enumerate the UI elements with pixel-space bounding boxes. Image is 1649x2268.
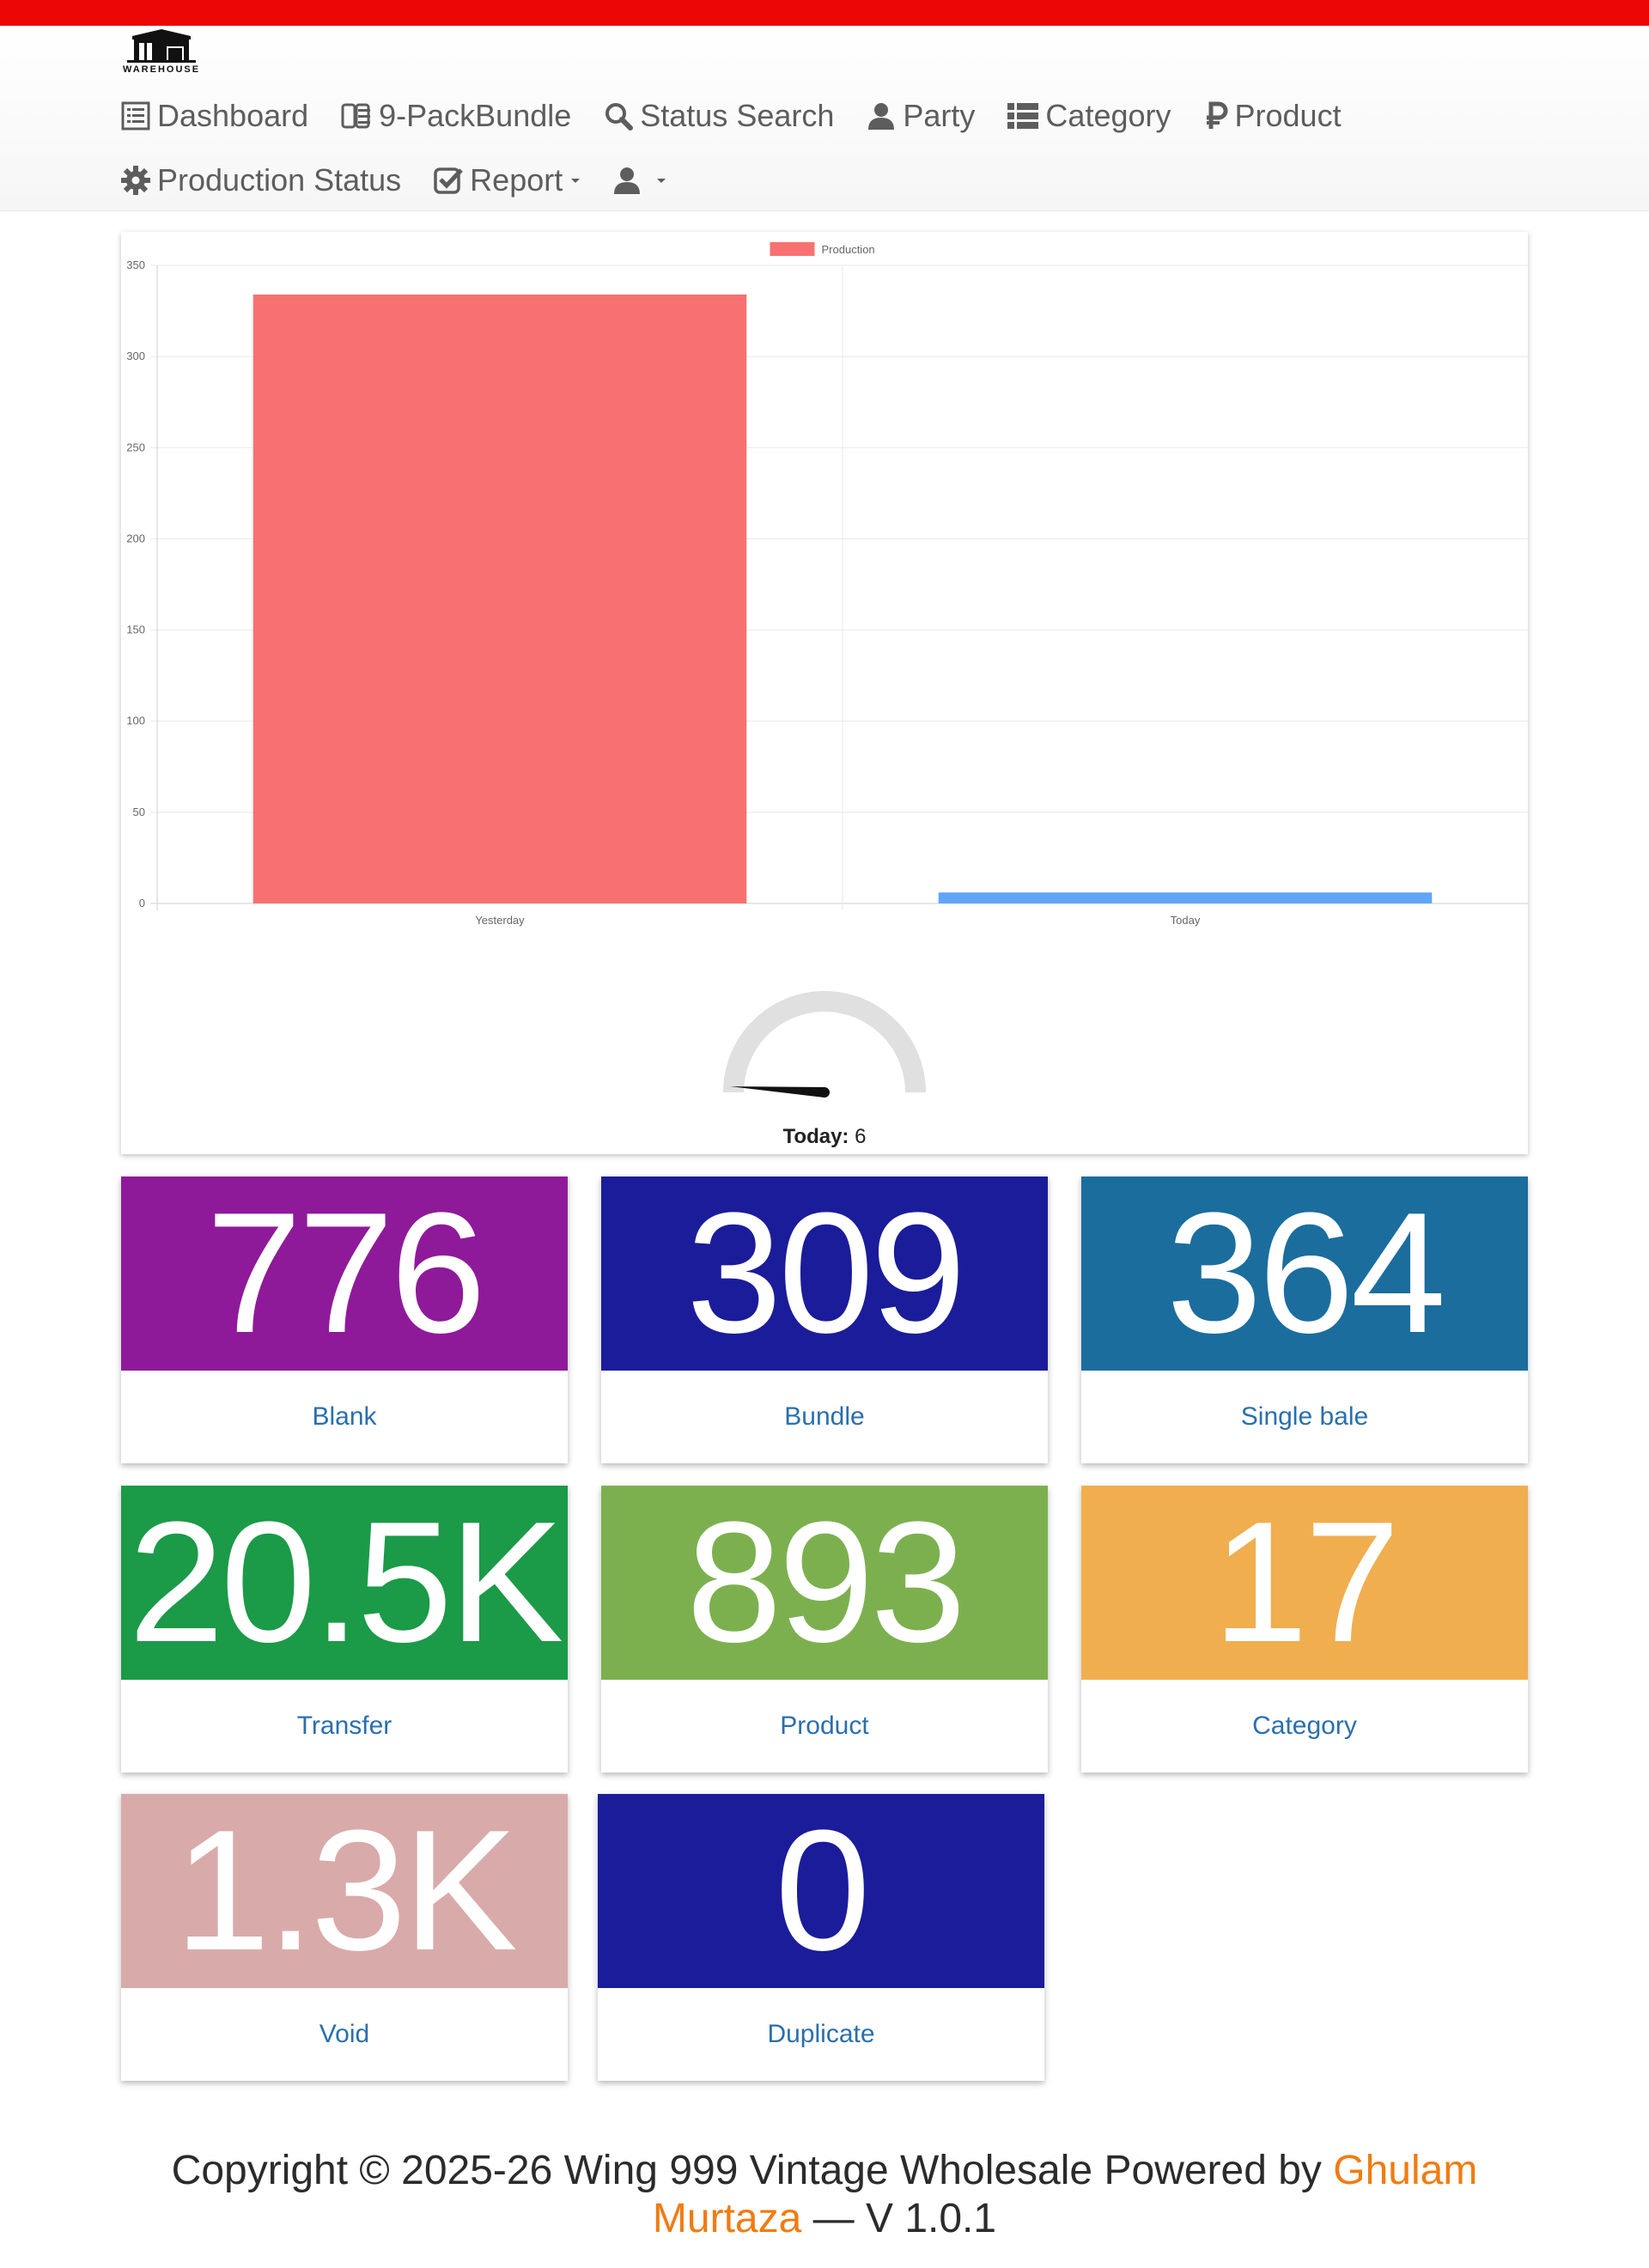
stat-label: Bundle — [784, 1402, 865, 1431]
nav-report-dropdown[interactable]: Report — [434, 162, 581, 198]
stat-label: Product — [780, 1712, 869, 1740]
production-chart-panel: 0 50 100 150 200 250 300 350 Yesterday Today Prod… — [121, 232, 1528, 1154]
warehouse-logo[interactable]: WAREHOUSE — [113, 27, 210, 79]
footer-copyright: Copyright © 2025-26 Wing 999 Vintage Who… — [120, 2147, 1529, 2243]
nav-label: Party — [903, 98, 976, 133]
stat-card-category[interactable]: 17 Category — [1081, 1486, 1528, 1772]
stat-value: 20.5K — [121, 1486, 568, 1680]
nav-row-secondary: Production Status Report — [121, 155, 698, 206]
nav-label: Product — [1234, 98, 1342, 133]
y-tick-label: 200 — [126, 532, 145, 544]
stat-label: Blank — [312, 1402, 377, 1431]
nav-party[interactable]: Party — [867, 98, 975, 134]
gauge-hub — [819, 1087, 830, 1098]
stat-label: Duplicate — [767, 2020, 875, 2048]
x-tick-label: Today — [1171, 914, 1201, 927]
stat-value: 364 — [1081, 1177, 1528, 1371]
chevron-down-icon — [571, 178, 581, 183]
nav-9-pack-bundle[interactable]: 9-PackBundle — [341, 98, 571, 134]
y-tick-label: 50 — [133, 806, 145, 818]
y-tick-label: 150 — [126, 623, 145, 636]
production-bar-chart: 0 50 100 150 200 250 300 350 Yesterday Today Prod… — [126, 242, 1528, 1098]
nav-production-status[interactable]: Production Status — [121, 162, 401, 198]
nav-label: Report — [470, 162, 563, 198]
logo-text: WAREHOUSE — [122, 64, 201, 75]
stat-card-bundle[interactable]: 309 Bundle — [601, 1177, 1048, 1463]
gauge-track — [723, 991, 926, 1093]
stat-value: 17 — [1081, 1486, 1528, 1680]
nav-label: Category — [1045, 98, 1171, 133]
chevron-down-icon — [657, 178, 666, 183]
stat-card-void[interactable]: 1.3K Void — [121, 1794, 568, 2081]
gauge-readout: Today: 6 — [121, 1125, 1528, 1149]
stat-value: 1.3K — [121, 1794, 568, 1988]
check-square-icon — [434, 166, 463, 195]
top-accent-bar — [0, 0, 1649, 26]
y-tick-label: 250 — [126, 441, 145, 453]
stat-label: Transfer — [296, 1712, 392, 1740]
navbar: WAREHOUSE Dashboard 9-PackBundle Status … — [0, 26, 1649, 211]
nav-status-search[interactable]: Status Search — [604, 98, 834, 134]
gear-icon — [121, 166, 150, 195]
gauge-value: 6 — [855, 1125, 867, 1148]
stat-card-duplicate[interactable]: 0 Duplicate — [598, 1794, 1044, 2081]
nav-label: 9-PackBundle — [379, 98, 572, 133]
stat-card-single-bale[interactable]: 364 Single bale — [1081, 1177, 1528, 1463]
stat-value: 776 — [121, 1177, 568, 1371]
th-list-icon — [1007, 102, 1039, 130]
y-tick-label: 350 — [126, 258, 145, 271]
nav-product[interactable]: Product — [1204, 98, 1342, 134]
stat-card-product[interactable]: 893 Product — [601, 1486, 1048, 1772]
nav-dashboard[interactable]: Dashboard — [121, 98, 308, 134]
stat-label: Single bale — [1240, 1402, 1369, 1431]
bar-today — [938, 892, 1433, 903]
nav-category[interactable]: Category — [1007, 98, 1171, 134]
nav-user-dropdown[interactable] — [612, 166, 666, 195]
legend-label: Production — [822, 243, 875, 256]
nav-label: Dashboard — [157, 98, 309, 133]
stat-value: 0 — [598, 1794, 1044, 1988]
list-alt-icon — [121, 101, 150, 131]
y-tick-label: 300 — [126, 350, 145, 362]
stat-value: 893 — [601, 1486, 1048, 1680]
nav-label: Status Search — [640, 98, 835, 133]
user-icon — [867, 101, 896, 131]
stat-value: 309 — [601, 1177, 1048, 1371]
chart-legend: Production — [770, 242, 875, 256]
bar-yesterday — [253, 294, 747, 903]
footer-version: — V 1.0.1 — [801, 2196, 997, 2241]
stat-label: Category — [1252, 1712, 1357, 1740]
ruble-icon — [1204, 101, 1228, 131]
y-tick-label: 0 — [139, 897, 145, 909]
footer-author-link[interactable]: Ghulam Murtaza — [652, 2148, 1478, 2241]
warehouse-building-icon — [127, 29, 196, 63]
gauge-label: Today: — [782, 1125, 849, 1148]
x-tick-label: Yesterday — [475, 914, 525, 927]
stat-card-transfer[interactable]: 20.5K Transfer — [121, 1486, 568, 1772]
search-icon — [604, 101, 634, 131]
footer-text: Copyright © 2025-26 Wing 999 Vintage Who… — [171, 2148, 1334, 2193]
legend-swatch — [770, 242, 815, 256]
stat-card-blank[interactable]: 776 Blank — [121, 1177, 568, 1463]
user-icon — [612, 166, 642, 195]
y-tick-label: 100 — [126, 714, 145, 727]
nav-row-primary: Dashboard 9-PackBundle Status Search Par… — [121, 90, 1374, 142]
nav-label: Production Status — [157, 162, 402, 198]
gauge-needle — [730, 1086, 825, 1098]
stat-label: Void — [319, 2020, 370, 2048]
boxes-icon — [341, 101, 372, 131]
